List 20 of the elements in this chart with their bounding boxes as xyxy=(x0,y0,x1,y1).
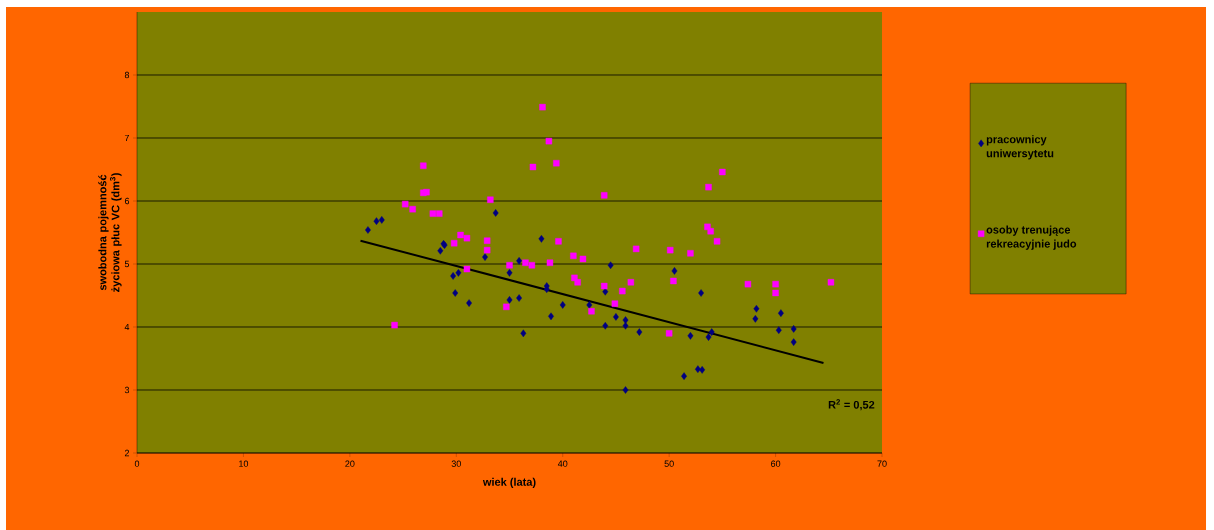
y-tick-label: 2 xyxy=(124,449,130,457)
x-tick-label: 20 xyxy=(345,460,355,467)
x-tick-label: 0 xyxy=(134,460,140,467)
y-tick-label: 4 xyxy=(124,323,130,331)
legend-label: osoby trenujące rekreacyjnie judo xyxy=(986,225,1077,250)
x-tick-label: 70 xyxy=(877,460,887,467)
y-axis-title: swobodna pojemność życiowa płuc VC (dm$^{3}$) xyxy=(98,173,122,292)
x-tick-label: 40 xyxy=(557,460,568,467)
x-tick-label: 30 xyxy=(451,460,461,467)
y-tick-label: 6 xyxy=(124,197,130,205)
x-axis-title: wiek (lata) xyxy=(482,477,536,489)
x-tick-label: 50 xyxy=(664,460,674,467)
x-tick-label: 10 xyxy=(239,460,249,467)
y-tick-label: 5 xyxy=(124,260,130,268)
y-tick-label: 7 xyxy=(124,134,130,142)
y-tick-label: 8 xyxy=(124,71,130,79)
annotation: R$^{2}$ = 0,52 xyxy=(828,399,875,411)
y-tick-label: 3 xyxy=(124,386,130,394)
legend-label: pracownicy uniwersytetu xyxy=(986,135,1054,160)
x-tick-label: 60 xyxy=(771,460,781,467)
